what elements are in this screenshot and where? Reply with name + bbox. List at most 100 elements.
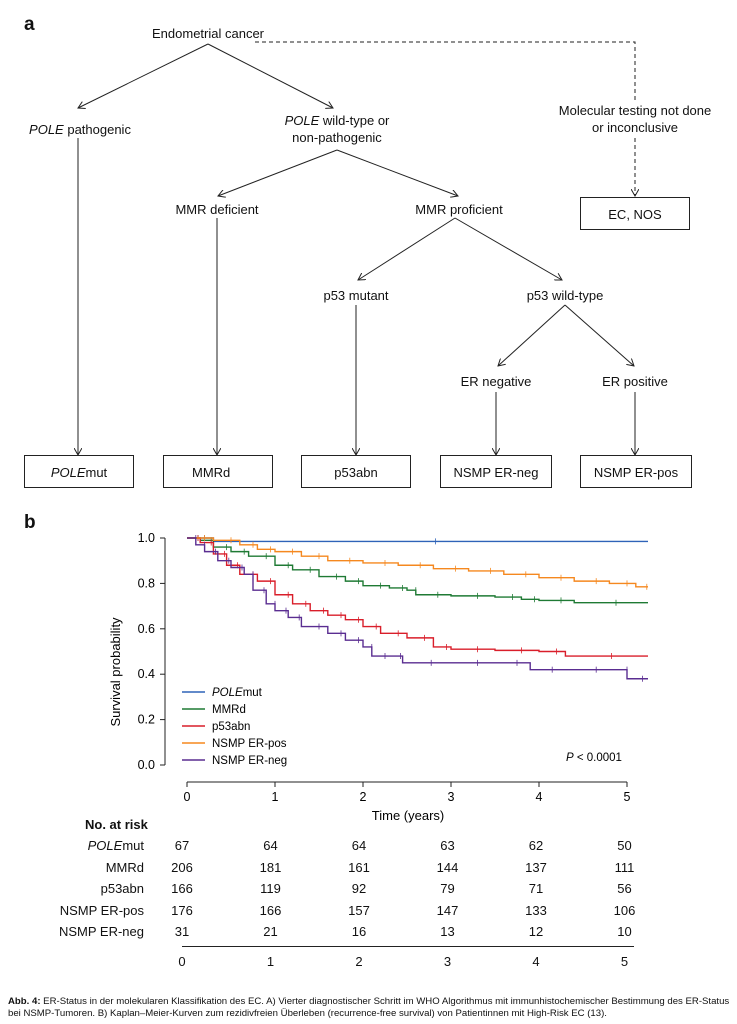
- risk-cell: 63: [440, 838, 455, 853]
- risk-cell: 71: [528, 881, 544, 896]
- risk-x-tick-label: 0: [178, 954, 186, 969]
- arrow-mmrp-p53mut: [358, 217, 456, 280]
- risk-cell: 111: [614, 859, 635, 875]
- risk-cell: 67: [174, 838, 190, 853]
- node-p53-wildtype: p53 wild-type: [526, 288, 604, 303]
- node-er-positive: ER positive: [602, 374, 668, 389]
- x-tick-label: 0: [184, 790, 191, 804]
- node-endometrial-cancer: Endometrial cancer: [152, 26, 264, 41]
- arrow-p53wt-erneg: [498, 304, 566, 366]
- box-nsmp-er-neg: NSMP ER-neg: [440, 455, 552, 488]
- risk-row-label: MMRd: [105, 859, 144, 875]
- caption-label: Abb. 4:: [8, 996, 41, 1007]
- y-tick-label: 0.4: [138, 667, 155, 681]
- risk-cell: 31: [174, 924, 190, 939]
- risk-cell: 181: [259, 859, 282, 875]
- risk-x-tick-label: 5: [620, 954, 629, 969]
- risk-cell: 206: [171, 859, 193, 875]
- risk-row-label: NSMP ER-pos: [59, 902, 144, 918]
- node-molecular-testing: Molecular testing not done or inconclusiv…: [558, 103, 712, 135]
- risk-cell: 50: [617, 838, 632, 853]
- risk-cell: 64: [351, 838, 367, 853]
- risk-cell: 161: [348, 859, 370, 875]
- legend-label: MMRd: [212, 704, 246, 716]
- risk-cell: 12: [528, 924, 544, 939]
- node-pole-wildtype: POLE wild-type or non-pathogenic: [284, 113, 390, 145]
- box-nsmp-er-pos: NSMP ER-pos: [580, 455, 692, 488]
- risk-cell: 92: [351, 881, 367, 896]
- risk-cell: 21: [263, 924, 278, 939]
- legend-label: p53abn: [212, 721, 250, 733]
- legend-label: POLEmut: [212, 687, 263, 699]
- risk-cell: 79: [440, 881, 455, 896]
- node-p53-mutant: p53 mutant: [323, 288, 389, 303]
- x-tick-label: 1: [272, 790, 279, 804]
- node-pole-pathogenic: POLE pathogenic: [29, 122, 131, 137]
- y-axis-label: Survival probability: [108, 617, 123, 727]
- box-ec-nos: EC, NOS: [580, 197, 690, 230]
- risk-row-label: p53abn: [100, 881, 144, 896]
- km-curve-mmrd: [187, 537, 648, 604]
- risk-cell: 166: [171, 881, 193, 896]
- y-tick-label: 0.2: [138, 713, 155, 727]
- flowchart-connectors: [0, 41, 737, 500]
- arrow-root-pole-path: [78, 43, 209, 108]
- risk-cell: 16: [351, 924, 367, 939]
- risk-cell: 64: [263, 838, 278, 853]
- p-value-annotation: P < 0.0001: [566, 752, 622, 764]
- risk-cell: 137: [525, 859, 547, 875]
- risk-cell: 119: [260, 881, 281, 896]
- km-curve-nsmp-er-neg: [187, 537, 648, 680]
- risk-cell: 166: [259, 902, 282, 918]
- y-tick-label: 1.0: [138, 531, 155, 545]
- x-axis-label: Time (years): [372, 808, 444, 823]
- node-mmr-proficient: MMR proficient: [415, 202, 503, 217]
- arrow-root-pole-wt: [207, 43, 333, 108]
- risk-cell: 62: [528, 838, 544, 853]
- risk-x-tick-label: 3: [443, 954, 452, 969]
- km-chart: 0.0 0.2 0.4 0.6 0.8 1.0 0 1 2 3 4 5 POLEmut MMRd p53a…: [108, 531, 648, 823]
- km-axes: 0.0 0.2 0.4 0.6 0.8 1.0 0 1 2 3 4 5: [138, 531, 631, 804]
- risk-x-tick-label: 2: [355, 954, 363, 969]
- legend-label: NSMP ER-neg: [212, 755, 287, 767]
- arrow-polewt-mmrp: [336, 149, 458, 196]
- risk-x-tick-label: 4: [532, 954, 540, 969]
- km-legend: POLEmut MMRd p53abn NSMP ER-pos NSMP ER-neg: [182, 687, 287, 767]
- node-er-negative: ER negative: [460, 374, 532, 389]
- risk-x-tick-label: 1: [266, 954, 275, 969]
- box-polemut: POLEmut: [24, 455, 134, 488]
- x-tick-label: 3: [448, 790, 455, 804]
- risk-cell: 147: [436, 902, 459, 918]
- risk-cell: 133: [525, 902, 547, 918]
- arrow-mmrp-p53wt: [454, 217, 562, 280]
- y-tick-label: 0.8: [138, 576, 155, 590]
- risk-row-label: NSMP ER-neg: [58, 924, 144, 939]
- caption-text: ER-Status in der molekularen Klassifikat…: [8, 996, 730, 1019]
- km-curves: [187, 535, 648, 682]
- risk-cell: 144: [436, 859, 459, 875]
- risk-cell: 106: [613, 902, 636, 918]
- node-mmr-deficient: MMR deficient: [175, 202, 259, 217]
- risk-cell: 56: [617, 881, 632, 896]
- y-tick-label: 0.6: [138, 622, 155, 636]
- legend-label: NSMP ER-pos: [212, 738, 287, 750]
- x-tick-label: 5: [624, 790, 631, 804]
- panel-b-letter: b: [24, 512, 36, 533]
- arrow-p53wt-erpos: [564, 304, 634, 366]
- risk-cell: 10: [617, 924, 632, 939]
- arrow-polewt-mmrd: [218, 149, 338, 196]
- x-tick-label: 4: [536, 790, 543, 804]
- risk-cell: 176: [171, 902, 193, 918]
- x-tick-label: 2: [360, 790, 367, 804]
- figure-caption: Abb. 4: ER-Status in der molekularen Kla…: [8, 996, 730, 1020]
- risk-table-axis-line: [182, 946, 634, 947]
- risk-row-label: POLEmut: [87, 838, 144, 853]
- box-p53abn: p53abn: [301, 455, 411, 488]
- dashed-root-molecular: [255, 41, 636, 100]
- panel-a-letter: a: [24, 14, 35, 35]
- y-tick-label: 0.0: [138, 758, 155, 772]
- km-curve-nsmp-er-pos: [187, 537, 648, 588]
- km-curve-polemut: [187, 537, 648, 543]
- risk-table-title: No. at risk: [85, 817, 148, 832]
- km-curve-p53abn: [187, 537, 648, 657]
